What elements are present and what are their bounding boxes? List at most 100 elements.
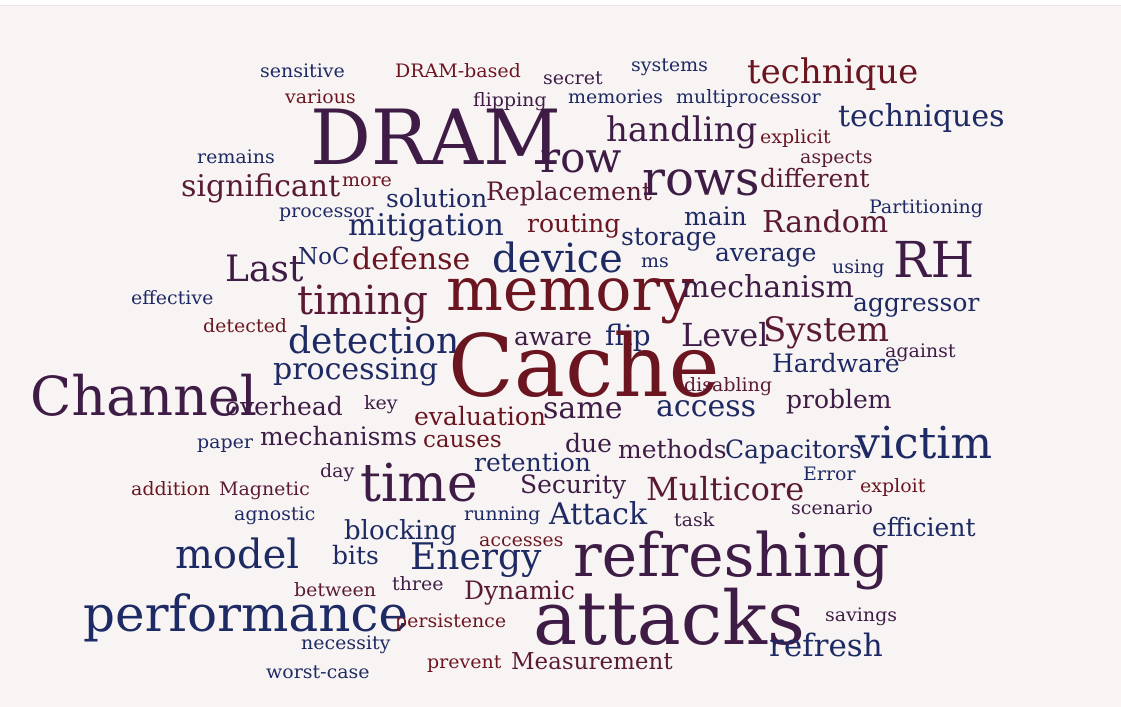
word-prevent: prevent	[427, 651, 502, 673]
word-hardware: Hardware	[772, 349, 900, 378]
word-victim: victim	[855, 418, 993, 469]
word-processing: processing	[273, 352, 439, 387]
word-key: key	[364, 392, 398, 414]
word-system: System	[763, 310, 889, 350]
word-different: different	[760, 164, 870, 193]
word-blocking: blocking	[344, 516, 457, 546]
word-solution: solution	[386, 184, 488, 213]
word-magnetic: Magnetic	[219, 478, 310, 500]
word-capacitors: Capacitors	[725, 435, 862, 464]
word-multicore: Multicore	[646, 470, 805, 508]
word-dynamic: Dynamic	[464, 576, 575, 605]
word-detection: detection	[288, 321, 460, 362]
word-average: average	[715, 238, 817, 267]
word-multiprocessor: multiprocessor	[676, 86, 821, 108]
word-bits: bits	[332, 541, 379, 570]
word-storage: storage	[621, 222, 717, 251]
word-persistence: persistence	[395, 610, 507, 632]
word-flipping: flipping	[473, 89, 547, 111]
word-using: using	[832, 256, 885, 278]
word-flip: flip	[605, 319, 651, 352]
word-performance: performance	[83, 585, 409, 643]
word-significant: significant	[181, 169, 341, 204]
word-dram-based: DRAM-based	[395, 60, 521, 82]
word-rows: rows	[642, 151, 760, 207]
word-sensitive: sensitive	[260, 60, 345, 82]
word-detected: detected	[203, 315, 287, 337]
word-refresh: refresh	[769, 628, 883, 664]
word-agnostic: agnostic	[234, 503, 316, 525]
word-defense: defense	[352, 242, 471, 277]
word-secret: secret	[543, 67, 603, 89]
word-techniques: techniques	[838, 99, 1005, 134]
word-task: task	[674, 509, 715, 531]
word-noc: NoC	[298, 244, 350, 270]
word-aggressor: aggressor	[853, 288, 980, 317]
word-ms: ms	[641, 250, 669, 272]
word-disabling: disabling	[684, 374, 773, 396]
word-problem: problem	[786, 385, 892, 414]
word-explicit: explicit	[760, 126, 831, 148]
word-attacks: attacks	[533, 576, 805, 662]
word-routing: routing	[527, 209, 621, 238]
word-row: row	[540, 133, 622, 182]
word-handling: handling	[606, 110, 758, 150]
word-level: Level	[681, 316, 769, 354]
word-three: three	[392, 573, 444, 595]
word-evaluation: evaluation	[414, 402, 547, 431]
word-measurement: Measurement	[511, 649, 673, 675]
word-systems: systems	[631, 54, 708, 76]
word-replacement: Replacement	[486, 177, 652, 206]
word-security: Security	[520, 470, 627, 499]
word-remains: remains	[197, 146, 275, 168]
word-savings: savings	[825, 604, 898, 626]
word-day: day	[320, 460, 355, 482]
word-overhead: overhead	[225, 392, 343, 421]
word-memory: memory	[446, 255, 694, 325]
word-time: time	[360, 454, 478, 514]
word-processor: processor	[279, 200, 374, 222]
word-energy: Energy	[410, 537, 542, 578]
word-scenario: scenario	[791, 497, 873, 519]
word-between: between	[294, 579, 377, 601]
word-methods: methods	[618, 435, 727, 464]
word-efficient: efficient	[872, 513, 976, 542]
word-same: same	[543, 391, 623, 426]
word-paper: paper	[197, 431, 253, 453]
word-attack: Attack	[549, 497, 648, 532]
word-main: main	[684, 202, 747, 231]
word-causes: causes	[423, 427, 502, 453]
word-more: more	[342, 169, 392, 191]
word-mechanism: mechanism	[681, 270, 854, 305]
word-accesses: accesses	[479, 529, 564, 551]
word-mechanisms: mechanisms	[260, 422, 417, 451]
word-aware: aware	[514, 322, 592, 351]
word-effective: effective	[131, 287, 214, 309]
word-against: against	[885, 340, 956, 362]
word-various: various	[285, 86, 356, 108]
word-refreshing: refreshing	[573, 521, 890, 591]
word-cache: Cache	[448, 317, 720, 417]
word-last: Last	[225, 249, 304, 290]
word-retention: retention	[474, 448, 591, 477]
word-random: Random	[762, 205, 889, 240]
word-technique: technique	[747, 52, 919, 92]
word-necessity: necessity	[301, 632, 391, 654]
word-rh: RH	[893, 231, 975, 289]
word-exploit: exploit	[860, 475, 926, 497]
word-mitigation: mitigation	[348, 208, 504, 243]
word-addition: addition	[131, 478, 211, 500]
word-worst-case: worst-case	[266, 661, 370, 683]
word-timing: timing	[297, 278, 428, 324]
word-partitioning: Partitioning	[869, 196, 983, 218]
word-aspects: aspects	[800, 146, 873, 168]
word-memories: memories	[568, 86, 663, 108]
word-access: access	[656, 389, 757, 424]
word-device: device	[492, 236, 623, 282]
word-dram: DRAM	[310, 93, 561, 182]
word-channel: Channel	[30, 365, 258, 428]
word-running: running	[464, 503, 541, 525]
word-due: due	[565, 429, 612, 458]
word-model: model	[175, 532, 300, 578]
